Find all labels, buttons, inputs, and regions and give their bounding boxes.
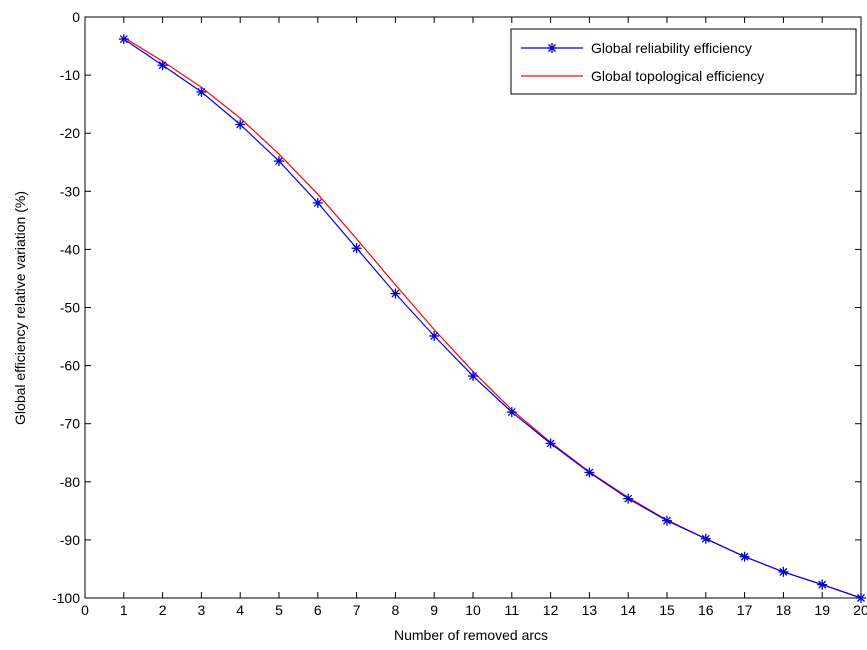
x-axis-label: Number of removed arcs (394, 627, 548, 643)
marker-stroke (663, 516, 671, 525)
y-tick-label: 0 (72, 9, 80, 25)
y-tick-label: -40 (60, 241, 80, 257)
x-tick-label: 8 (392, 602, 400, 618)
plot-area (84, 16, 862, 599)
x-tick-label: 16 (698, 602, 714, 618)
marker-stroke (857, 594, 865, 602)
marker-stroke (430, 332, 439, 340)
legend: Global reliability efficiency Global topo… (510, 28, 857, 95)
marker-stroke (197, 87, 206, 96)
data-point (351, 243, 362, 254)
series-layer (118, 34, 866, 603)
x-tick-label: 1 (120, 602, 128, 618)
data-point (196, 86, 207, 97)
y-tick-label: -20 (60, 125, 80, 141)
data-point (157, 60, 168, 71)
data-point (235, 119, 246, 130)
data-point (429, 330, 440, 341)
legend-label: Global topological efficiency (591, 68, 764, 84)
marker-stroke (352, 244, 361, 253)
legend-box (510, 28, 857, 95)
data-point (506, 407, 517, 418)
marker-stroke (546, 439, 555, 448)
y-tick-label: -70 (60, 416, 80, 432)
marker-stroke (236, 120, 245, 129)
data-point (468, 371, 478, 382)
data-point (118, 34, 129, 45)
y-tick-label: -50 (60, 300, 80, 316)
x-axis-ticks: 0 1 2 3 4 5 6 7 8 9 10 11 12 13 14 15 16 17 18 19 20 (81, 17, 867, 618)
data-point (274, 156, 284, 167)
x-tick-label: 5 (275, 602, 283, 618)
marker-stroke (585, 468, 594, 477)
x-tick-label: 3 (198, 602, 206, 618)
y-tick-label: -30 (60, 183, 80, 199)
x-tick-label: 20 (853, 602, 867, 618)
y-axis-ticks: 0 -10 -20 -30 -40 -50 -60 -70 -80 -90 -100 (52, 9, 861, 606)
x-tick-label: 19 (814, 602, 830, 618)
legend-label: Global reliability efficiency (591, 40, 752, 56)
x-tick-label: 2 (159, 602, 167, 618)
marker-stroke (779, 567, 788, 576)
x-tick-label: 11 (505, 602, 520, 618)
data-point (545, 438, 556, 449)
data-point (700, 533, 711, 544)
x-tick-label: 7 (353, 602, 361, 618)
marker-stroke (624, 494, 633, 503)
legend-item: Global reliability efficiency (521, 40, 752, 56)
series-line-reliability (123, 38, 862, 599)
x-tick-label: 18 (776, 602, 792, 618)
x-tick-label: 0 (81, 602, 89, 618)
x-tick-label: 13 (582, 602, 598, 618)
marker-stroke (548, 44, 556, 52)
legend-item: Global topological efficiency (521, 68, 764, 84)
data-point (778, 566, 789, 577)
marker-stroke (469, 372, 477, 381)
y-tick-label: -90 (60, 532, 80, 548)
marker-stroke (158, 61, 167, 70)
y-axis-label: Global efficiency relative variation (%) (12, 191, 28, 425)
y-tick-label: -80 (60, 474, 80, 490)
x-tick-label: 4 (236, 602, 244, 618)
x-tick-label: 15 (659, 602, 675, 618)
data-point (584, 467, 595, 478)
data-point (817, 579, 828, 590)
x-tick-label: 9 (430, 602, 438, 618)
marker-stroke (818, 580, 827, 589)
y-tick-label: -60 (60, 358, 80, 374)
marker-stroke (275, 157, 283, 166)
marker-stroke (119, 35, 128, 44)
x-tick-label: 10 (465, 602, 481, 618)
marker-stroke (391, 289, 400, 298)
x-tick-label: 6 (314, 602, 322, 618)
axes-frame (84, 16, 862, 599)
marker-stroke (701, 534, 710, 543)
data-point (739, 551, 750, 562)
data-point (312, 197, 323, 208)
y-tick-label: -100 (52, 590, 80, 606)
y-tick-label: -10 (60, 67, 80, 83)
data-point (856, 593, 866, 603)
x-tick-label: 14 (620, 602, 636, 618)
data-point (662, 515, 672, 526)
x-tick-label: 17 (737, 602, 753, 618)
data-point (390, 288, 401, 299)
data-point (623, 493, 634, 504)
marker-stroke (507, 408, 516, 417)
x-tick-label: 12 (543, 602, 559, 618)
marker-stroke (313, 198, 322, 207)
legend-marker (547, 43, 557, 53)
marker-stroke (740, 552, 749, 561)
